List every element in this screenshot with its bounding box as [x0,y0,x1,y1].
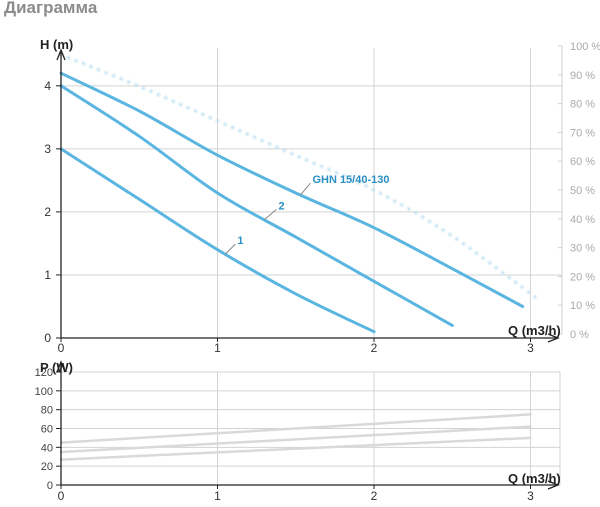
efficiency-tick-label: 70 % [570,127,595,139]
power-y-tick-label: 20 [41,461,53,473]
curve-label-3: GHN 15/40-130 [312,174,389,186]
head-chart-axes [56,45,563,343]
power-x-tick-label: 2 [371,489,378,503]
power-x-tick-label: 1 [214,489,221,503]
head-y-axis-arrow [56,48,66,61]
efficiency-tick-label: 50 % [570,185,595,197]
head-curve-2 [59,84,454,327]
efficiency-curve-line [60,53,540,301]
efficiency-tick-label: 0 % [570,329,589,341]
power-y-tick-label: 100 [35,386,53,398]
head-x-tick-label: 1 [214,341,221,355]
power-curve-1 [59,436,532,461]
efficiency-curve [58,52,541,302]
head-y-tick-label: 2 [44,205,51,219]
curve-label-1: 1 [237,235,243,247]
efficiency-curve-halo [58,52,541,302]
curve-label-2: 2 [278,200,284,212]
head-y-tick-label: 4 [44,79,51,93]
curve-label-leader [264,209,277,220]
power-x-axis-arrow [547,480,560,490]
power-curves [59,413,532,461]
head-chart-grid [61,48,562,338]
power-x-axis-title: Q (m3/h) [508,471,561,486]
power-x-tick-label: 0 [58,489,65,503]
head-y-tick-label: 0 [44,331,51,345]
efficiency-tick-label: 80 % [570,99,595,111]
head-x-tick-label: 2 [371,341,378,355]
head-curve-3 [59,71,525,308]
efficiency-tick-label: 40 % [570,214,595,226]
efficiency-tick-label: 90 % [570,70,595,82]
power-y-tick-label: 60 [41,424,53,436]
power-curve-2 [59,425,532,454]
power-y-tick-label: 40 [41,442,53,454]
head-y-tick-label: 3 [44,142,51,156]
efficiency-tick-label: 20 % [570,271,595,283]
efficiency-tick-label: 100 % [570,41,600,53]
power-x-tick-label: 3 [527,489,534,503]
head-x-tick-label: 3 [527,341,534,355]
power-y-axis-title: P (W) [40,360,73,375]
power-chart-axes [56,360,560,490]
power-y-tick-label: 0 [47,480,53,492]
power-y-tick-label: 80 [41,405,53,417]
head-y-axis-title: H (m) [40,37,73,52]
curve-label-leader [224,243,236,255]
curve-label-leader [300,182,311,196]
efficiency-tick-label: 30 % [570,243,595,255]
head-x-tick-label: 0 [58,341,65,355]
head-y-tick-label: 1 [44,268,51,282]
power-y-axis-arrow [56,360,66,373]
head-x-axis-title: Q (m3/h) [508,323,561,338]
head-curves [59,71,525,334]
efficiency-tick-label: 10 % [570,300,595,312]
power-curve-3 [59,413,532,444]
power-y-tick-label: 120 [35,367,53,379]
head-x-axis-arrow [547,333,560,343]
page-title: Диаграмма [4,0,98,17]
head-curve-1 [59,147,376,334]
efficiency-tick-label: 60 % [570,156,595,168]
